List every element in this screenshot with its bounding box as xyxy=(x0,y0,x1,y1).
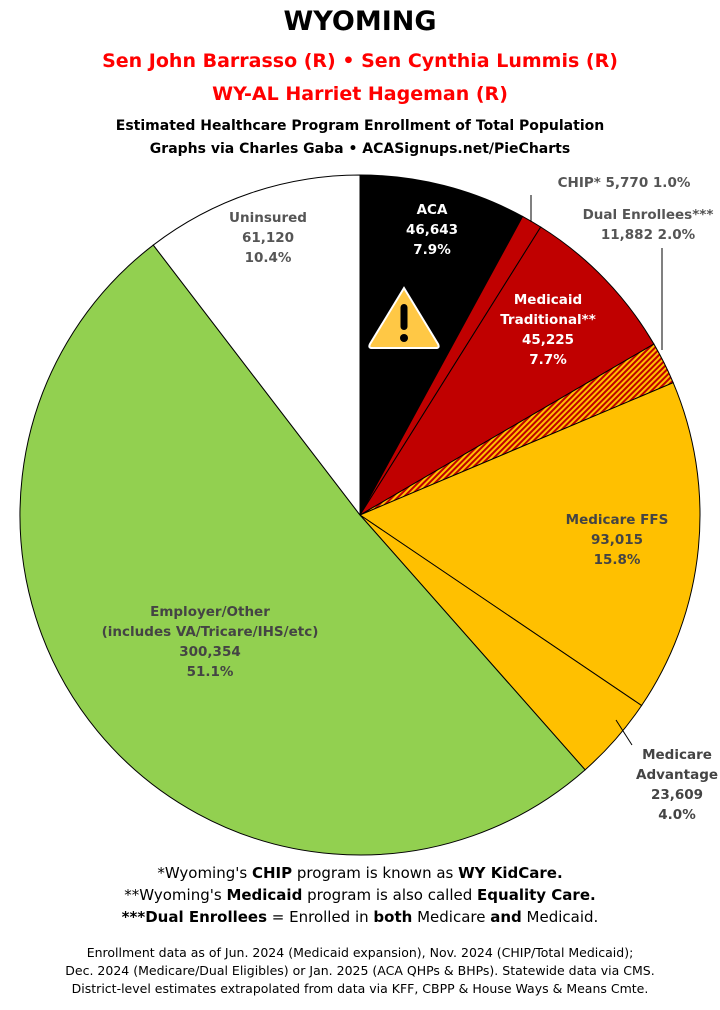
source-notes: Enrollment data as of Jun. 2024 (Medicai… xyxy=(0,944,720,998)
source-line: Dec. 2024 (Medicare/Dual Eligibles) or J… xyxy=(65,963,655,978)
ma-leader-line xyxy=(615,719,633,746)
source-line: Enrollment data as of Jun. 2024 (Medicai… xyxy=(86,945,634,960)
label-aca: ACA 46,643 7.9% xyxy=(405,202,459,258)
footnote-dual: ***Dual Enrollees = Enrolled in both Med… xyxy=(121,908,599,926)
pie-slice-aca xyxy=(359,174,524,516)
label-uninsured: Uninsured 61,120 10.4% xyxy=(229,210,307,266)
footnote-medicaid: **Wyoming's Medicaid program is also cal… xyxy=(124,886,596,904)
label-dual-enrollees: Dual Enrollees*** 11,882 2.0% xyxy=(582,207,714,243)
label-employer-other: Employer/Other (includes VA/Tricare/IHS/e… xyxy=(101,604,319,680)
label-medicare-advantage: Medicare Advantage 23,609 4.0% xyxy=(635,747,719,823)
chart-credit: Graphs via Charles Gaba • ACASignups.net… xyxy=(149,141,571,157)
pie-slice-employer-other-includes-va-tricare-ihs-etc xyxy=(19,244,586,856)
label-medicare-ffs: Medicare FFS 93,015 15.8% xyxy=(565,512,669,568)
label-chip: CHIP* 5,770 1.0% xyxy=(557,175,691,191)
chart-title: WYOMING xyxy=(283,6,437,37)
warning-triangle-icon xyxy=(368,286,440,349)
pie-slice-medicare-ffs xyxy=(358,382,701,707)
footnote-chip: *Wyoming's CHIP program is known as WY K… xyxy=(157,864,563,882)
senators: Sen John Barrasso (R) • Sen Cynthia Lumm… xyxy=(102,50,618,72)
footnotes: *Wyoming's CHIP program is known as WY K… xyxy=(0,862,720,928)
label-medicaid-traditional: Medicaid Traditional** 45,225 7.7% xyxy=(500,292,596,368)
representative: WY-AL Harriet Hageman (R) xyxy=(212,83,508,105)
chart-subtitle: Estimated Healthcare Program Enrollment … xyxy=(115,118,605,134)
source-line: District-level estimates extrapolated fr… xyxy=(71,981,649,996)
pie-slice-uninsured xyxy=(152,174,361,517)
pie-slice-medicaid-traditional xyxy=(359,226,655,516)
